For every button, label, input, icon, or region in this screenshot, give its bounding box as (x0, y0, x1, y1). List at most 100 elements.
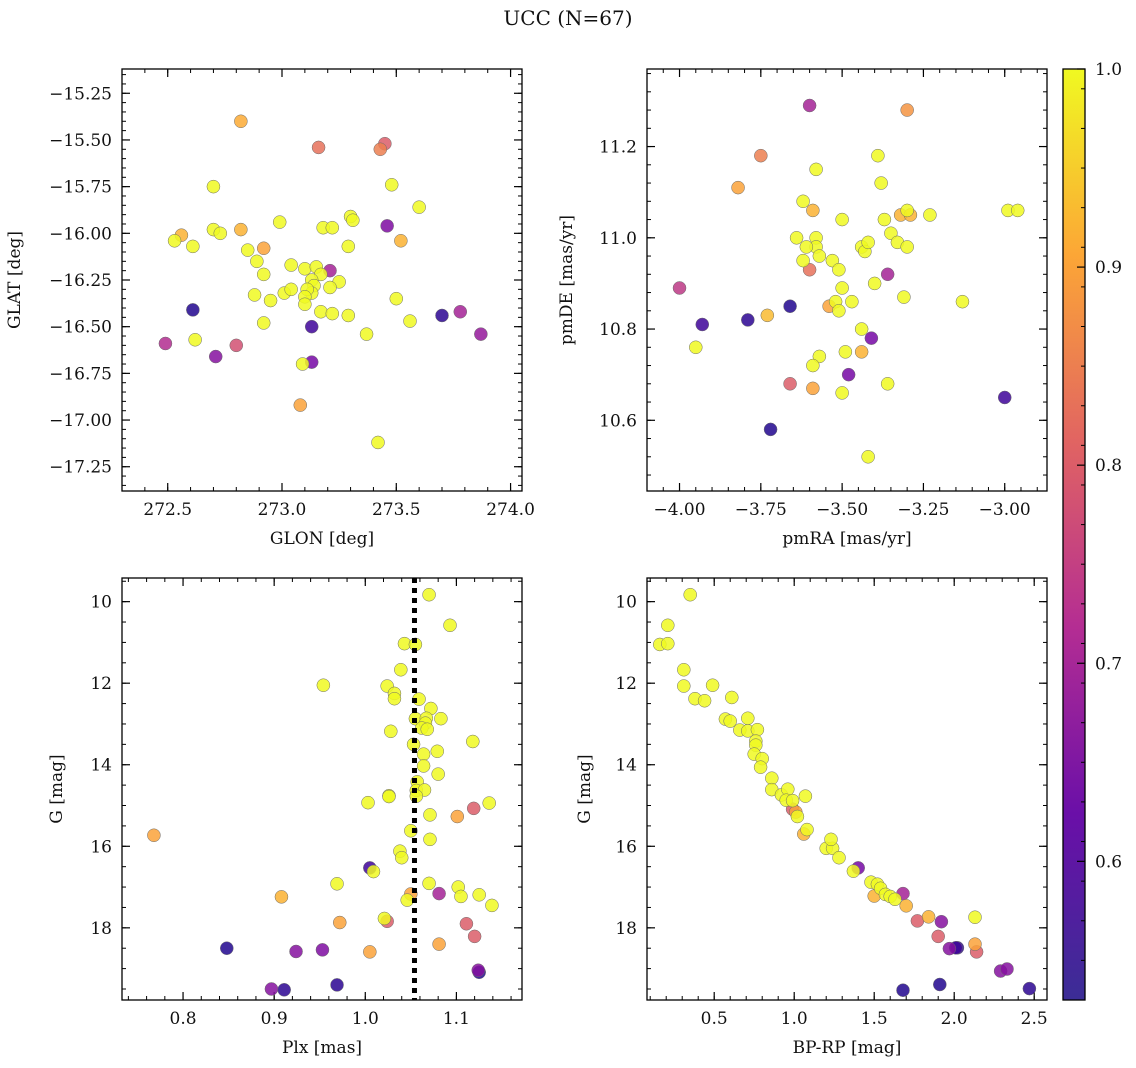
data-point (806, 381, 820, 396)
data-point (274, 890, 289, 904)
data-point (384, 178, 399, 192)
y-tick-label: 14 (90, 756, 112, 776)
panel-color-magnitude: 0.5 1.0 1.5 2.0 2.5 10 12 14 16 18 BP-RP [mag] G [m… (575, 577, 1048, 1058)
x-tick-label: −3.25 (897, 500, 949, 520)
data-point (256, 267, 271, 282)
data-point (167, 234, 182, 248)
data-point (304, 319, 319, 334)
data-point (234, 222, 248, 237)
x-tick-label: 0.5 (701, 1009, 728, 1029)
x-tick-label: 2.0 (941, 1009, 968, 1029)
data-point (450, 809, 465, 824)
data-point (841, 367, 856, 382)
data-point (284, 282, 298, 297)
data-point (272, 215, 287, 229)
data-point (785, 793, 800, 808)
x-tick-label: 1.0 (352, 1009, 379, 1029)
y-tick-label: −16.00 (49, 224, 112, 244)
data-point (323, 280, 337, 295)
data-point (284, 258, 298, 272)
data-point (147, 828, 161, 843)
data-point (394, 662, 408, 677)
data-point (760, 308, 775, 323)
data-point (897, 290, 911, 304)
data-point (896, 983, 910, 997)
data-point (256, 316, 271, 330)
data-point (341, 308, 356, 323)
figure-title: UCC (N=67) (503, 6, 633, 30)
y-tick-label: 11.0 (599, 229, 637, 249)
data-point (864, 331, 879, 345)
data-point (240, 243, 255, 257)
data-point (158, 336, 173, 351)
data-point (723, 714, 737, 728)
data-point (394, 234, 408, 248)
data-point (220, 941, 234, 955)
data-point (900, 240, 914, 254)
data-point (832, 850, 846, 865)
y-tick-label: 18 (615, 919, 637, 939)
data-point (812, 249, 827, 263)
x-tick-label: 273.0 (258, 500, 307, 520)
data-point (845, 294, 859, 309)
data-point (186, 303, 200, 317)
data-point (802, 98, 817, 113)
data-point (423, 808, 437, 822)
data-point (809, 162, 823, 177)
data-point (422, 587, 436, 602)
data-point (394, 850, 409, 865)
data-point (403, 314, 417, 328)
data-point (435, 308, 449, 323)
data-point (363, 945, 377, 959)
data-point (371, 435, 385, 450)
data-point (431, 767, 445, 781)
data-point (1000, 962, 1014, 976)
scatter-points (653, 587, 1037, 997)
data-point (263, 293, 278, 308)
data-point (968, 937, 982, 951)
data-point (315, 943, 330, 957)
y-tick-label: −17.00 (49, 411, 112, 431)
data-point (295, 357, 310, 371)
data-point (482, 796, 496, 810)
data-point (695, 317, 710, 332)
data-point (835, 281, 849, 295)
data-point (942, 941, 957, 956)
data-point (416, 759, 431, 773)
data-point (880, 267, 895, 282)
data-point (697, 693, 712, 708)
data-point (750, 722, 765, 737)
data-point (454, 889, 468, 904)
data-point (900, 103, 914, 117)
data-point (955, 294, 970, 309)
data-point (923, 208, 937, 222)
x-tick-label: −3.75 (735, 500, 787, 520)
data-point (314, 304, 328, 319)
x-tick-label: 273.5 (372, 500, 421, 520)
x-tick-label: 0.8 (170, 1009, 197, 1029)
data-point (899, 899, 913, 913)
data-point (256, 241, 271, 256)
x-tick-label: −4.00 (653, 500, 705, 520)
data-point (206, 179, 221, 194)
data-point (754, 148, 768, 163)
scatter-points (147, 587, 499, 997)
data-point (806, 203, 820, 218)
x-tick-label: −3.00 (979, 500, 1031, 520)
data-point (806, 358, 820, 373)
data-point (366, 864, 381, 879)
data-point (325, 220, 340, 235)
data-point (459, 917, 474, 931)
data-point (373, 142, 388, 157)
data-point (871, 148, 885, 163)
data-point (474, 327, 488, 341)
y-tick-label: −15.50 (49, 131, 112, 151)
data-point (432, 937, 446, 951)
y-tick-label: −16.50 (49, 318, 112, 338)
y-tick-label: 12 (615, 674, 637, 694)
x-tick-label: 1.0 (781, 1009, 808, 1029)
data-point (874, 176, 888, 190)
data-point (854, 345, 869, 359)
data-point (330, 978, 344, 992)
x-axis-label: pmRA [mas/yr] (782, 529, 911, 549)
